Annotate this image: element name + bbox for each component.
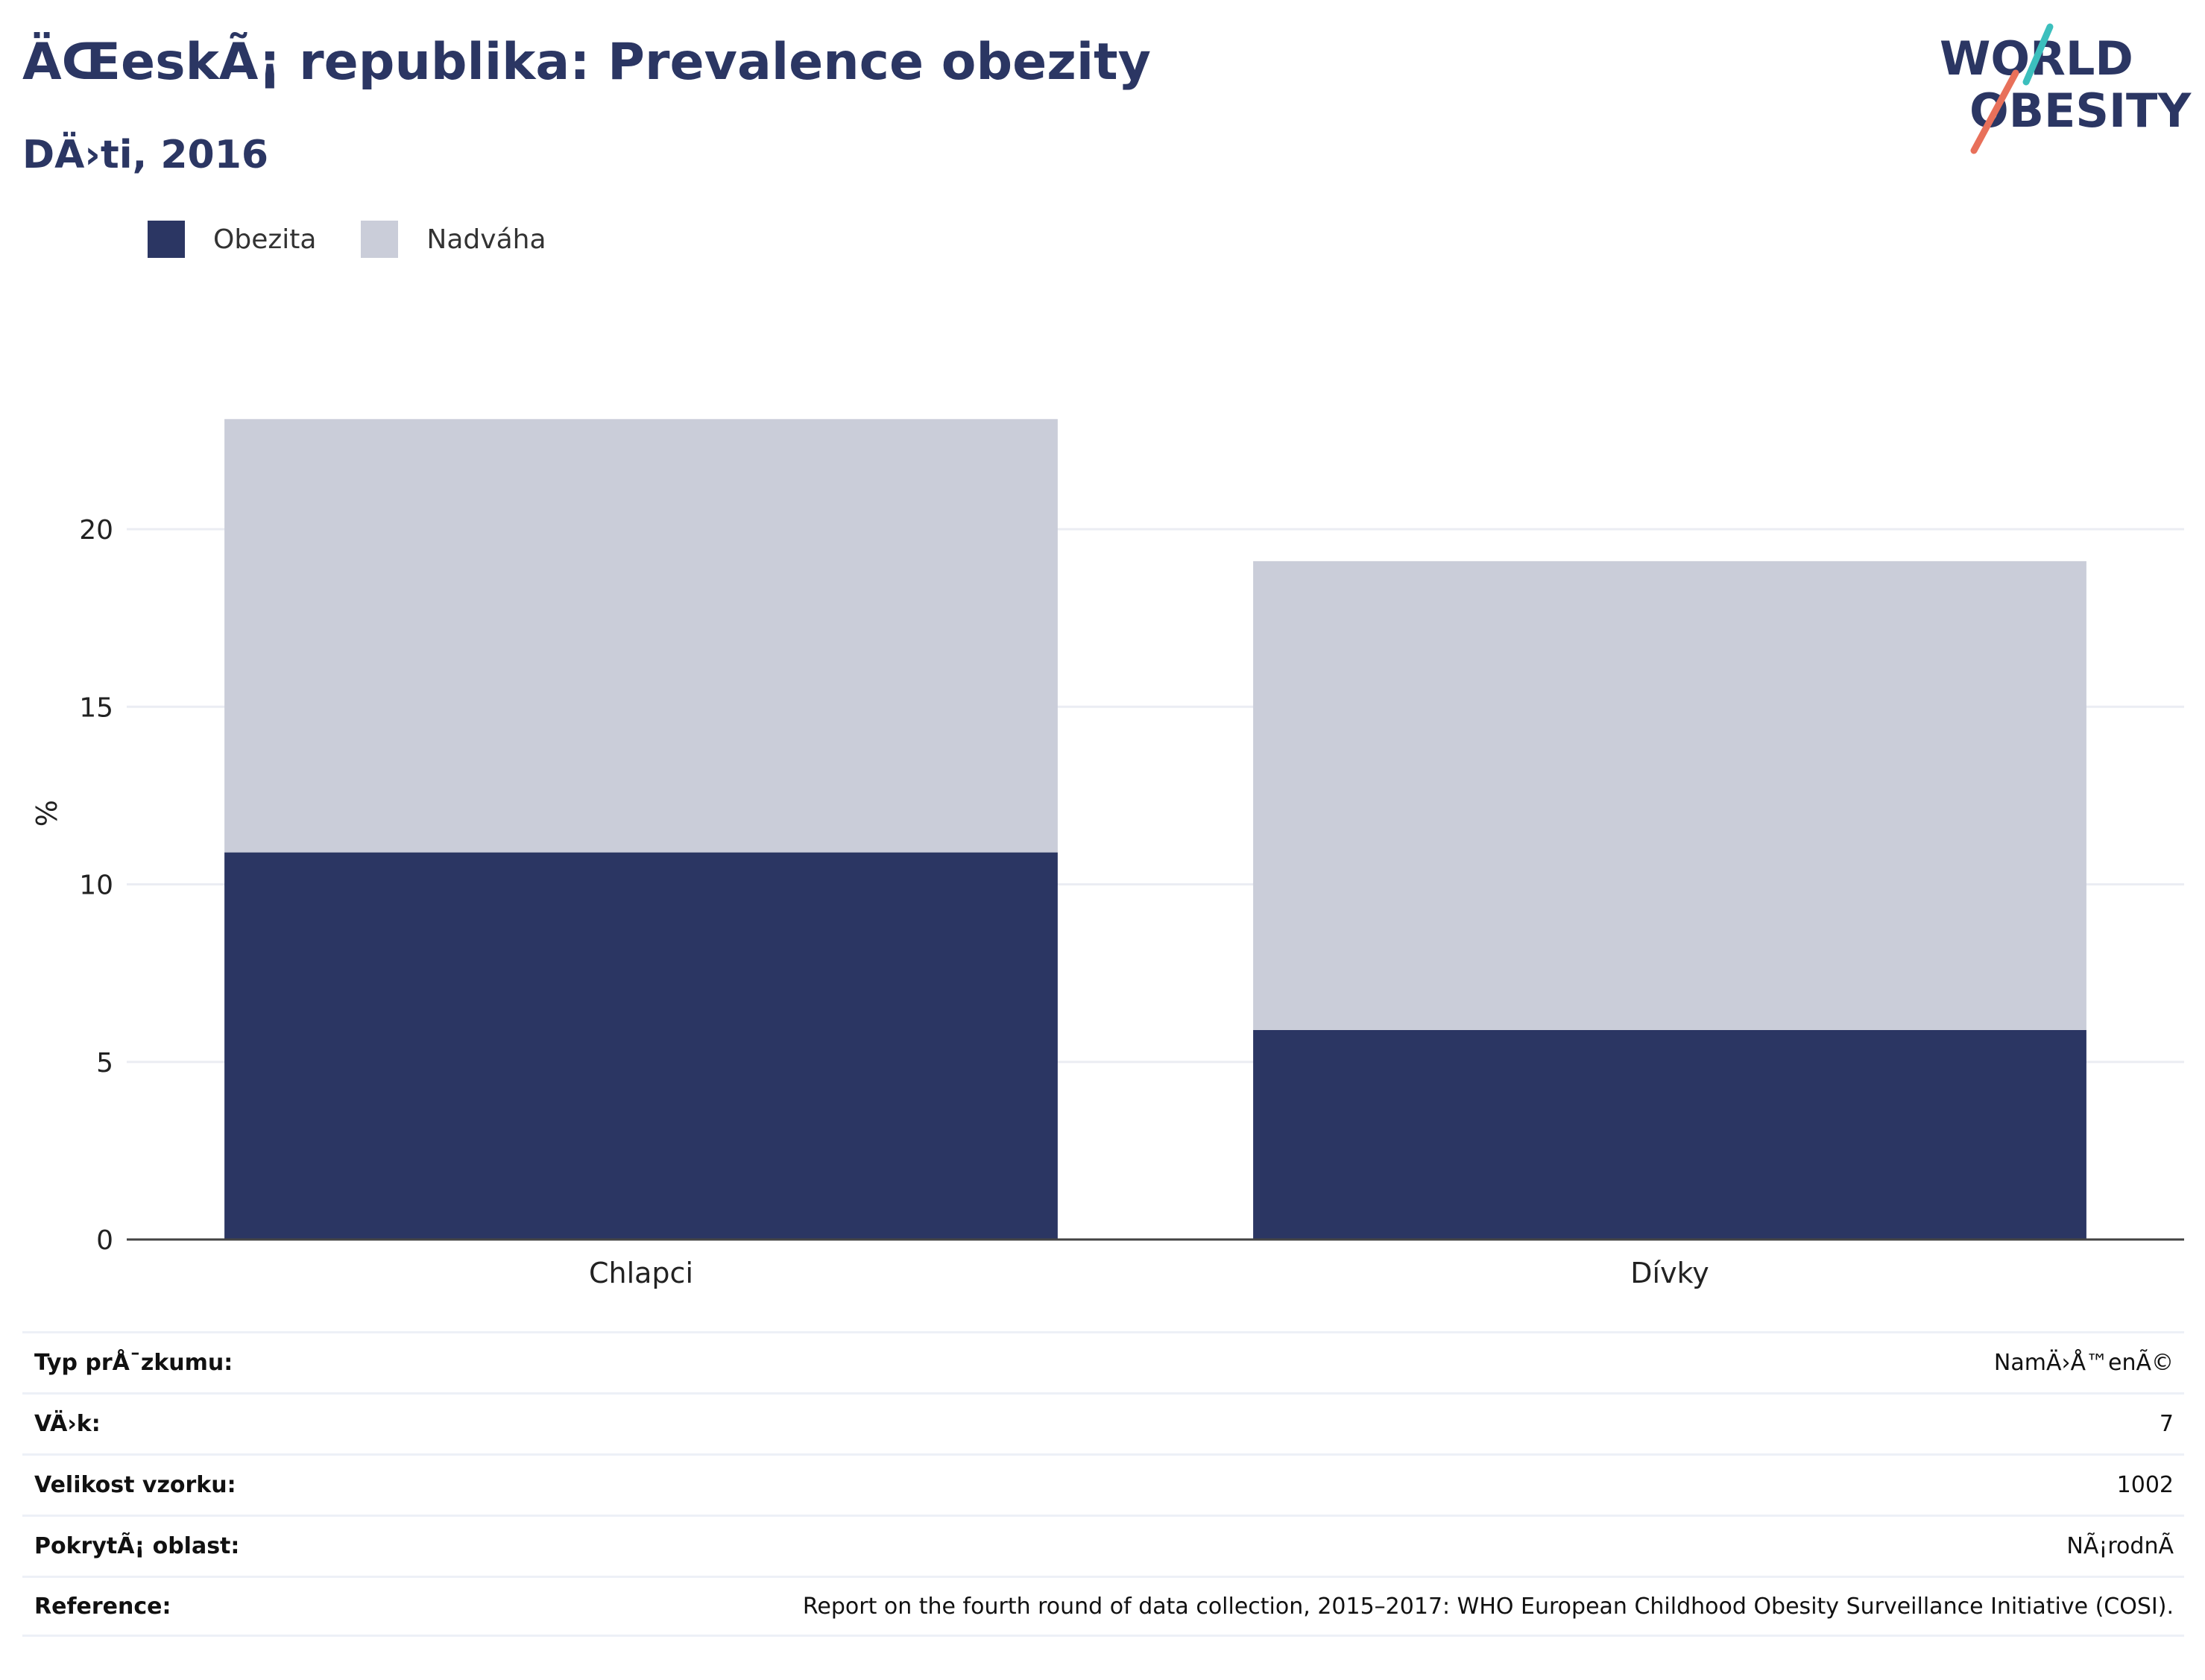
y-tick-label: 0 (96, 1225, 113, 1256)
y-axis-label: % (31, 800, 63, 827)
legend-item-obezita: Obezita (148, 221, 316, 258)
logo-slash-teal (2022, 23, 2054, 86)
info-value: NÃ¡rodnÃ (2066, 1533, 2174, 1559)
info-label: Typ prÅ¯zkumu: (34, 1350, 233, 1376)
info-table: Typ prÅ¯zkumu: NamÄ›Å™enÃ© VÄ›k: 7 Velik… (22, 1331, 2184, 1637)
y-tick-label: 20 (79, 515, 113, 546)
info-value: 7 (2159, 1411, 2174, 1437)
legend-item-nadvaha: Nadváha (361, 221, 546, 258)
chart-legend: Obezita Nadváha (148, 221, 591, 258)
legend-swatch-obezita (148, 221, 185, 258)
info-label: PokrytÃ¡ oblast: (34, 1533, 240, 1559)
y-tick-label: 15 (79, 692, 113, 723)
info-value: Report on the fourth round of data colle… (802, 1593, 2174, 1620)
info-row-reference: Reference: Report on the fourth round of… (22, 1576, 2184, 1637)
info-label: Velikost vzorku: (34, 1472, 236, 1498)
x-tick-label: Chlapci (589, 1257, 693, 1289)
bar-obezita (224, 852, 1058, 1240)
world-obesity-logo: WORLD OBESITY (1940, 23, 2192, 154)
legend-label-nadvaha: Nadváha (426, 224, 546, 255)
info-row-age: VÄ›k: 7 (22, 1392, 2184, 1453)
logo-slash-red (1970, 69, 2019, 154)
y-tick-label: 10 (79, 871, 113, 901)
chart-title: ÄŒeskÃ¡ republika: Prevalence obezity (22, 33, 1151, 92)
bar-obezita (1253, 1029, 2086, 1240)
y-tick-label: 5 (96, 1048, 113, 1079)
bar-nadvaha (224, 419, 1058, 853)
info-label: VÄ›k: (34, 1411, 101, 1437)
stacked-bar-chart: 0 5 10 15 20% Chlapci Dívky (31, 419, 2184, 1289)
info-row-survey-type: Typ prÅ¯zkumu: NamÄ›Å™enÃ© (22, 1331, 2184, 1392)
info-row-sample-size: Velikost vzorku: 1002 (22, 1453, 2184, 1515)
chart-subtitle: DÄ›ti, 2016 (22, 133, 269, 177)
bar-nadvaha (1253, 560, 2086, 1030)
info-row-coverage: PokrytÃ¡ oblast: NÃ¡rodnÃ (22, 1515, 2184, 1576)
legend-swatch-nadvaha (361, 221, 399, 258)
info-value: 1002 (2116, 1472, 2174, 1498)
x-tick-label: Dívky (1630, 1257, 1709, 1289)
info-value: NamÄ›Å™enÃ© (1993, 1350, 2174, 1376)
info-label: Reference: (34, 1593, 171, 1620)
legend-label-obezita: Obezita (213, 224, 317, 255)
